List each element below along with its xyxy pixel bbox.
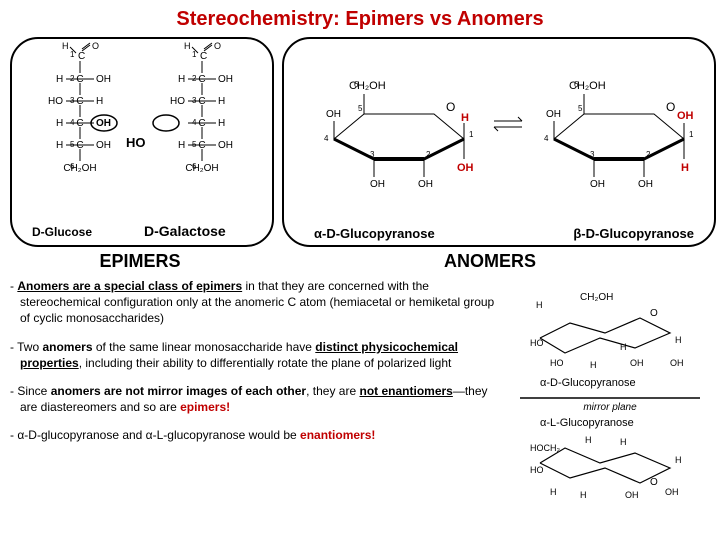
- svg-text:3: 3: [590, 150, 595, 159]
- svg-text:H: H: [56, 74, 63, 85]
- svg-text:O: O: [666, 100, 675, 114]
- svg-text:OH: OH: [96, 74, 111, 85]
- anomers-panel: O CH₂OH 6 5 OH H 1 OH 2 OH 3 OH 4: [282, 37, 716, 247]
- svg-text:OH: OH: [218, 140, 233, 151]
- mirror-plane-text: mirror plane: [583, 402, 637, 413]
- svg-text:H: H: [620, 342, 627, 352]
- svg-text:H: H: [56, 140, 63, 151]
- svg-text:H: H: [461, 112, 469, 124]
- svg-text:H: H: [675, 335, 682, 345]
- svg-text:5: 5: [358, 104, 363, 113]
- alpha-glucopyranose-label: α-D-Glucopyranose: [314, 226, 435, 241]
- svg-text:OH: OH: [638, 179, 653, 190]
- svg-text:6: 6: [354, 80, 359, 89]
- svg-text:H: H: [675, 455, 682, 465]
- svg-text:H: H: [178, 140, 185, 151]
- mirror-plane-diagram: H CH₂OH O HO HO H OH H OH H α-D-Glucopyr…: [510, 278, 710, 518]
- svg-text:OH: OH: [677, 110, 694, 122]
- svg-text:H: H: [218, 118, 225, 129]
- svg-text:3: 3: [370, 150, 375, 159]
- svg-text:OH: OH: [546, 109, 561, 120]
- svg-text:H: H: [62, 41, 69, 51]
- svg-text:HO: HO: [530, 338, 544, 348]
- svg-text:H: H: [178, 74, 185, 85]
- svg-text:H: H: [620, 437, 627, 447]
- svg-text:1: 1: [469, 130, 474, 139]
- epimers-heading: EPIMERS: [10, 251, 270, 272]
- svg-text:OH: OH: [96, 140, 111, 151]
- svg-text:H: H: [536, 300, 543, 310]
- svg-text:C: C: [78, 51, 85, 62]
- svg-text:1: 1: [689, 130, 694, 139]
- page-title: Stereochemistry: Epimers vs Anomers: [0, 0, 720, 37]
- svg-text:O: O: [92, 41, 99, 51]
- bullet-list: - Anomers are a special class of epimers…: [10, 278, 500, 518]
- svg-text:H: H: [96, 96, 103, 107]
- alpha-d-mirror-label: α-D-Glucopyranose: [540, 377, 636, 389]
- svg-text:HO: HO: [48, 96, 63, 107]
- section-labels-row: EPIMERS ANOMERS: [0, 247, 720, 274]
- svg-text:4: 4: [324, 134, 329, 143]
- bullet-2: - Two anomers of the same linear monosac…: [10, 339, 500, 371]
- svg-text:H: H: [681, 162, 689, 174]
- anomers-heading: ANOMERS: [270, 251, 710, 272]
- svg-text:H: H: [184, 41, 191, 51]
- svg-text:O: O: [446, 100, 455, 114]
- svg-text:H: H: [218, 96, 225, 107]
- svg-text:H: H: [585, 435, 592, 445]
- svg-text:OH: OH: [457, 162, 474, 174]
- svg-text:OH: OH: [418, 179, 433, 190]
- bullet-1: - Anomers are a special class of epimers…: [10, 278, 500, 327]
- alpha-l-mirror-label: α-L-Glucopyranose: [540, 417, 634, 429]
- ho-circled-label: HO: [126, 135, 146, 150]
- svg-text:OH: OH: [370, 179, 385, 190]
- svg-text:CH₂OH: CH₂OH: [185, 163, 218, 174]
- epimers-panel: 1C O H 2 HCOH 3 HOCH 4 HC OH 5: [10, 37, 274, 247]
- svg-text:OH: OH: [625, 490, 639, 500]
- top-diagram-row: 1C O H 2 HCOH 3 HOCH 4 HC OH 5: [0, 37, 720, 247]
- d-galactose-label: D-Galactose: [144, 223, 226, 239]
- svg-text:OH: OH: [630, 358, 644, 368]
- svg-text:H: H: [550, 487, 557, 497]
- svg-text:OH: OH: [326, 109, 341, 120]
- svg-text:CH₂OH: CH₂OH: [580, 292, 613, 303]
- svg-text:2: 2: [646, 150, 651, 159]
- svg-text:OH: OH: [590, 179, 605, 190]
- haworth-diagram: O CH₂OH 6 5 OH H 1 OH 2 OH 3 OH 4: [284, 39, 714, 239]
- bullet-4: - α-D-glucopyranose and α-L-glucopyranos…: [10, 427, 500, 443]
- svg-text:HO: HO: [530, 465, 544, 475]
- svg-text:C: C: [200, 51, 207, 62]
- svg-text:HO: HO: [170, 96, 185, 107]
- svg-text:OH: OH: [218, 74, 233, 85]
- d-glucose-label: D-Glucose: [32, 225, 92, 239]
- svg-text:H: H: [580, 490, 587, 500]
- svg-text:6: 6: [574, 80, 579, 89]
- svg-text:CH₂OH: CH₂OH: [63, 163, 96, 174]
- bottom-content: - Anomers are a special class of epimers…: [0, 274, 720, 518]
- bullet-3: - Since anomers are not mirror images of…: [10, 383, 500, 415]
- svg-text:H: H: [590, 360, 597, 370]
- svg-text:OH: OH: [665, 487, 679, 497]
- svg-text:2: 2: [426, 150, 431, 159]
- svg-text:4: 4: [544, 134, 549, 143]
- svg-text:H: H: [56, 118, 63, 129]
- svg-text:HO: HO: [550, 358, 564, 368]
- beta-glucopyranose-label: β-D-Glucopyranose: [573, 226, 694, 241]
- svg-text:O: O: [650, 477, 658, 488]
- svg-text:O: O: [650, 308, 658, 319]
- svg-text:5: 5: [578, 104, 583, 113]
- svg-text:O: O: [214, 41, 221, 51]
- svg-text:OH: OH: [96, 118, 111, 129]
- svg-text:OH: OH: [670, 358, 684, 368]
- svg-text:HOCH₂: HOCH₂: [530, 443, 560, 453]
